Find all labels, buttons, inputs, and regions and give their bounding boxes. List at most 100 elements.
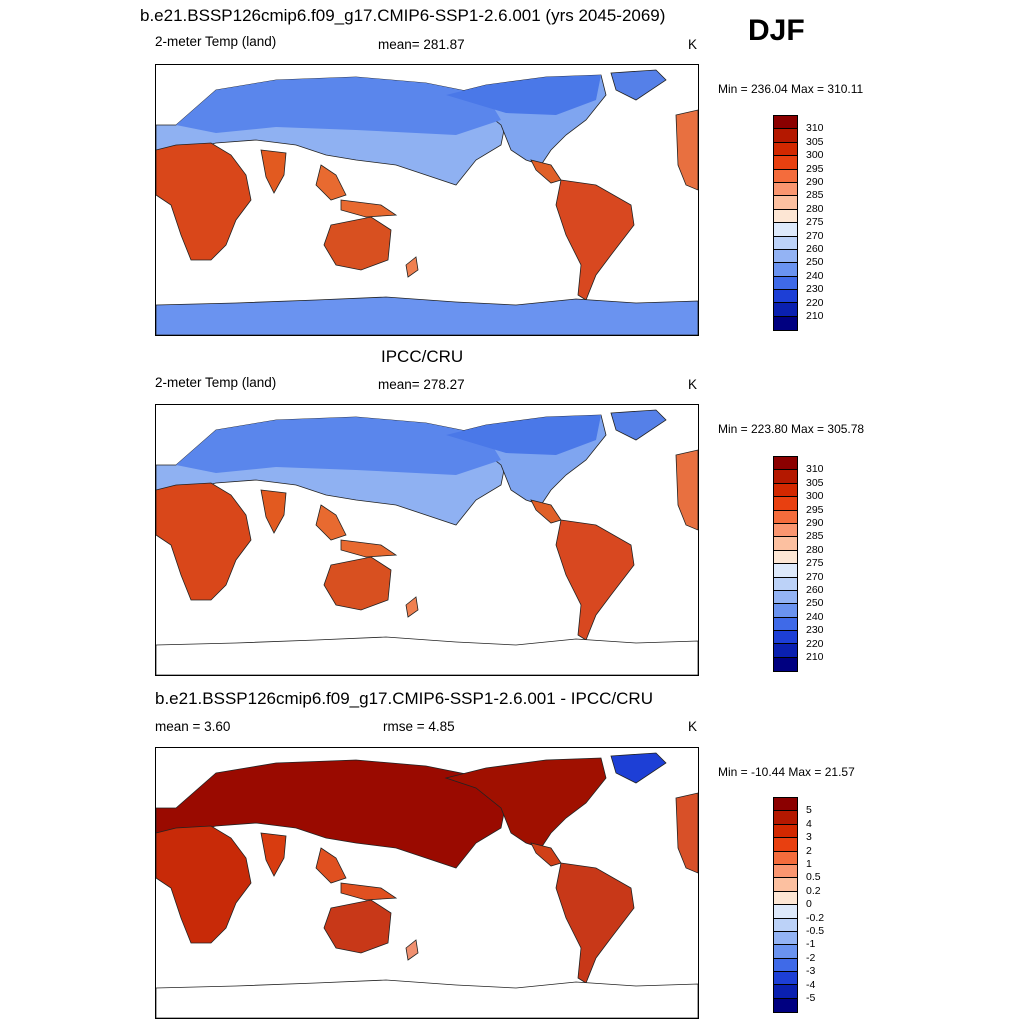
colorbar-segment — [774, 657, 797, 672]
colorbar-tick-label: 240 — [806, 610, 824, 623]
panel1-map — [155, 64, 699, 336]
colorbar-segment — [774, 223, 797, 237]
colorbar-segment — [774, 470, 797, 484]
colorbar-segment — [774, 290, 797, 304]
colorbar-tick-label: 305 — [806, 476, 824, 489]
panel1-colorbar — [773, 115, 798, 332]
landmass-australia — [323, 899, 392, 954]
colorbar-tick-label: 260 — [806, 243, 824, 255]
colorbar-segment — [774, 236, 797, 250]
colorbar-tick-label: 5 — [806, 804, 812, 817]
cold-band-north-america — [446, 75, 601, 115]
colorbar-segment — [774, 972, 797, 986]
landmass-africa — [156, 825, 252, 944]
colorbar-tick-label: 310 — [806, 463, 824, 476]
colorbar-segment — [774, 891, 797, 906]
colorbar-segment — [774, 838, 797, 852]
colorbar-tick-label: 220 — [806, 296, 824, 309]
landmass-europe-wrap — [675, 449, 698, 531]
colorbar-tick-label: 3 — [806, 831, 812, 844]
season-label: DJF — [748, 14, 805, 47]
landmass-antarctica — [156, 636, 698, 675]
colorbar-segment — [774, 510, 797, 524]
colorbar-tick-label: -0.2 — [806, 911, 825, 924]
landmass-new-zealand — [405, 596, 419, 618]
panel3-units-label: K — [688, 719, 698, 734]
colorbar-tick-label: 310 — [806, 122, 824, 135]
panel3-colorbar — [773, 797, 798, 1014]
colorbar-segment — [774, 249, 797, 264]
landmass-antarctica — [156, 979, 698, 1018]
colorbar-segment — [774, 985, 797, 999]
colorbar-segment — [774, 617, 797, 632]
panel2-colorbar — [773, 456, 798, 673]
cold-band-eurasia — [176, 417, 501, 475]
colorbar-tick-label: -5 — [806, 992, 816, 1004]
colorbar-tick-label: -1 — [806, 938, 816, 951]
landmass-europe-wrap — [675, 109, 698, 191]
colorbar-tick-label: 0.2 — [806, 884, 821, 897]
colorbar-tick-label: -3 — [806, 965, 816, 978]
colorbar-tick-label: -0.5 — [806, 925, 825, 937]
landmass-central-america — [530, 159, 562, 184]
landmass-australia — [323, 556, 392, 611]
colorbar-segment — [774, 537, 797, 551]
colorbar-segment — [774, 590, 797, 605]
landmass-south-america — [555, 519, 635, 641]
colorbar-tick-label: 305 — [806, 135, 824, 148]
colorbar-segment — [774, 931, 797, 946]
panel3-minmax: Min = -10.44 Max = 21.57 — [718, 765, 855, 779]
panel1-minmax: Min = 236.04 Max = 310.11 — [718, 82, 864, 96]
colorbar-tick-label: 0 — [806, 898, 812, 911]
colorbar-segment — [774, 918, 797, 932]
colorbar-tick-label: 4 — [806, 817, 812, 830]
colorbar-segment — [774, 824, 797, 839]
landmass-se-asia — [315, 164, 398, 218]
colorbar-segment — [774, 550, 797, 565]
cold-band-north-america — [446, 415, 601, 455]
colorbar-tick-label: 285 — [806, 189, 824, 202]
colorbar-segment — [774, 116, 797, 130]
landmass-greenland — [610, 409, 667, 441]
colorbar-segment — [774, 457, 797, 471]
colorbar-segment — [774, 263, 797, 277]
panel1-variable-label: 2-meter Temp (land) — [155, 34, 277, 49]
landmass-new-zealand — [405, 256, 419, 278]
colorbar-segment — [774, 316, 797, 331]
cold-band-eurasia — [176, 77, 501, 135]
panel2-units-label: K — [688, 377, 698, 392]
colorbar-tick-label: 230 — [806, 283, 824, 296]
panel3-title: b.e21.BSSP126cmip6.f09_g17.CMIP6-SSP1-2.… — [155, 689, 653, 708]
colorbar-segment — [774, 169, 797, 183]
colorbar-tick-label: 210 — [806, 651, 824, 663]
landmass-india — [260, 832, 287, 877]
landmass-new-zealand — [405, 939, 419, 961]
panel3-mean-label: mean = 3.60 — [155, 719, 231, 734]
colorbar-segment — [774, 182, 797, 197]
colorbar-segment — [774, 276, 797, 291]
colorbar-segment — [774, 303, 797, 317]
colorbar-segment — [774, 631, 797, 645]
panel3-rmse-label: rmse = 4.85 — [383, 719, 455, 734]
landmass-africa — [156, 482, 252, 601]
colorbar-tick-label: 230 — [806, 624, 824, 637]
colorbar-segment — [774, 196, 797, 210]
landmass-antarctica — [156, 296, 698, 335]
colorbar-tick-label: 300 — [806, 149, 824, 162]
landmass-se-asia — [315, 504, 398, 558]
colorbar-tick-label: 285 — [806, 530, 824, 543]
landmass-central-america — [530, 499, 562, 524]
colorbar-segment — [774, 209, 797, 224]
colorbar-segment — [774, 142, 797, 157]
colorbar-segment — [774, 156, 797, 170]
colorbar-segment — [774, 945, 797, 959]
colorbar-segment — [774, 497, 797, 511]
colorbar-segment — [774, 811, 797, 825]
panel1-units-label: K — [688, 37, 698, 52]
colorbar-segment — [774, 523, 797, 538]
colorbar-tick-label: 295 — [806, 503, 824, 516]
colorbar-tick-label: 0.5 — [806, 871, 821, 884]
panel3-map — [155, 747, 699, 1019]
colorbar-segment — [774, 851, 797, 865]
landmass-greenland — [610, 752, 667, 784]
